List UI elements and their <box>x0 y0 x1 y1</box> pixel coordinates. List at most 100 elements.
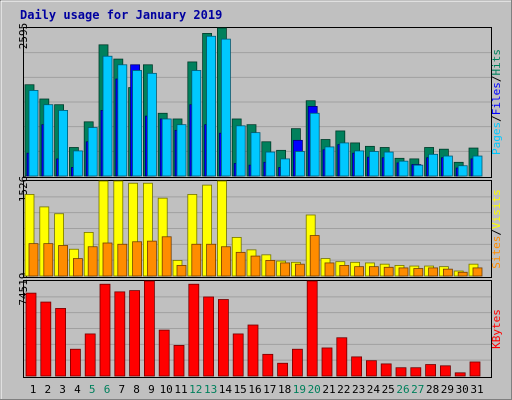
bar-sites-day-4 <box>73 258 83 277</box>
day-label: 28 <box>426 383 439 396</box>
bar-kbytes-day-29 <box>439 365 451 377</box>
day-label: 1 <box>30 383 37 396</box>
day-label: 26 <box>396 383 409 396</box>
bar-kbytes-day-23 <box>351 356 363 377</box>
bar-kbytes-day-26 <box>395 367 407 377</box>
bar-kbytes-day-17 <box>262 353 274 377</box>
day-label: 4 <box>74 383 81 396</box>
day-label: 9 <box>148 383 155 396</box>
bar-sites-day-24 <box>368 266 379 277</box>
bar-kbytes-day-16 <box>247 324 259 377</box>
bar-pages-day-31 <box>472 155 483 177</box>
bar-sites-day-30 <box>457 271 468 277</box>
bar-sites-day-6 <box>102 242 113 277</box>
bar-pages-day-9 <box>146 72 157 177</box>
day-label: 17 <box>263 383 276 396</box>
bar-pages-day-18 <box>280 158 291 177</box>
legend-item-kbytes: KBytes <box>490 309 503 349</box>
bar-pages-day-13 <box>206 35 217 177</box>
bar-sites-day-2 <box>43 243 54 277</box>
legend-item-visits: Visits <box>490 189 503 229</box>
bar-pages-day-6 <box>102 55 113 177</box>
chart-title: Daily usage for January 2019 <box>20 8 222 22</box>
bar-pages-day-1 <box>28 90 39 177</box>
bar-sites-day-16 <box>250 255 261 277</box>
bar-pages-day-24 <box>368 151 379 177</box>
day-label: 21 <box>322 383 335 396</box>
legend-item-sites: Sites <box>490 236 503 269</box>
bar-pages-day-16 <box>250 132 261 177</box>
legend-item-hits: Hits <box>490 49 503 76</box>
bar-kbytes-day-25 <box>380 363 392 377</box>
bar-pages-day-8 <box>132 70 143 177</box>
bar-pages-day-20 <box>309 112 320 177</box>
bar-pages-day-23 <box>354 150 365 177</box>
day-label: 18 <box>278 383 291 396</box>
day-label: 30 <box>456 383 469 396</box>
bar-pages-day-4 <box>73 150 83 177</box>
bar-sites-day-29 <box>442 268 453 277</box>
day-label: 13 <box>204 383 217 396</box>
day-label: 20 <box>308 383 321 396</box>
day-label: 3 <box>59 383 66 396</box>
day-label: 24 <box>367 383 381 396</box>
day-label: 6 <box>104 383 111 396</box>
bar-sites-day-25 <box>383 266 394 277</box>
bar-sites-day-22 <box>339 265 350 277</box>
bar-sites-day-12 <box>191 243 202 277</box>
bar-pages-day-7 <box>117 64 128 177</box>
day-label: 29 <box>441 383 454 396</box>
bar-kbytes-day-15 <box>232 333 244 377</box>
legends: Pages/Files/Hits Sites/Visits KBytes <box>490 49 503 349</box>
day-label: 27 <box>411 383 424 396</box>
bar-kbytes-day-31 <box>469 361 481 377</box>
legend-separator: / <box>490 229 503 236</box>
bar-pages-day-14 <box>220 38 231 177</box>
bar-kbytes-day-22 <box>336 337 348 377</box>
day-label: 2 <box>44 383 51 396</box>
bar-sites-day-8 <box>132 241 143 277</box>
bar-sites-day-19 <box>294 263 305 277</box>
hits-max-label: 2595 <box>17 23 30 50</box>
day-label: 31 <box>470 383 483 396</box>
bar-sites-day-27 <box>413 268 424 277</box>
bar-sites-day-17 <box>265 260 276 277</box>
bar-sites-day-1 <box>28 243 39 277</box>
bar-pages-day-2 <box>43 104 54 177</box>
bar-kbytes-day-13 <box>203 296 215 377</box>
bars <box>24 27 483 377</box>
bar-pages-day-28 <box>428 153 439 177</box>
bar-sites-day-14 <box>220 246 231 277</box>
bar-kbytes-day-30 <box>454 372 466 377</box>
bar-pages-day-25 <box>383 151 394 177</box>
bar-kbytes-day-2 <box>40 301 52 377</box>
legend-item-files: Files <box>490 82 503 115</box>
bar-sites-day-5 <box>87 246 98 277</box>
legend-bottom: KBytes <box>490 309 503 349</box>
day-label: 25 <box>382 383 395 396</box>
day-label: 23 <box>352 383 365 396</box>
bar-sites-day-15 <box>235 251 246 277</box>
bar-kbytes-day-18 <box>277 362 289 377</box>
bar-kbytes-day-20 <box>306 280 318 377</box>
bar-sites-day-13 <box>206 243 217 277</box>
legend-item-pages: Pages <box>490 122 503 155</box>
bar-kbytes-day-10 <box>158 329 170 377</box>
bar-kbytes-day-19 <box>291 348 303 377</box>
bar-kbytes-day-11 <box>173 345 185 377</box>
legend-top: Pages/Files/Hits <box>490 49 503 155</box>
bar-sites-day-28 <box>428 267 439 277</box>
day-label: 14 <box>219 383 233 396</box>
bar-sites-day-21 <box>324 262 335 277</box>
bar-pages-day-12 <box>191 70 202 177</box>
bar-pages-day-10 <box>161 118 172 177</box>
bar-pages-day-3 <box>58 110 68 177</box>
bar-kbytes-day-9 <box>143 280 155 377</box>
bar-pages-day-30 <box>457 165 468 177</box>
bar-sites-day-7 <box>117 243 128 277</box>
bar-kbytes-day-24 <box>365 360 377 377</box>
bar-kbytes-day-27 <box>410 367 422 377</box>
bar-kbytes-day-14 <box>217 299 229 377</box>
bar-pages-day-21 <box>324 146 335 177</box>
